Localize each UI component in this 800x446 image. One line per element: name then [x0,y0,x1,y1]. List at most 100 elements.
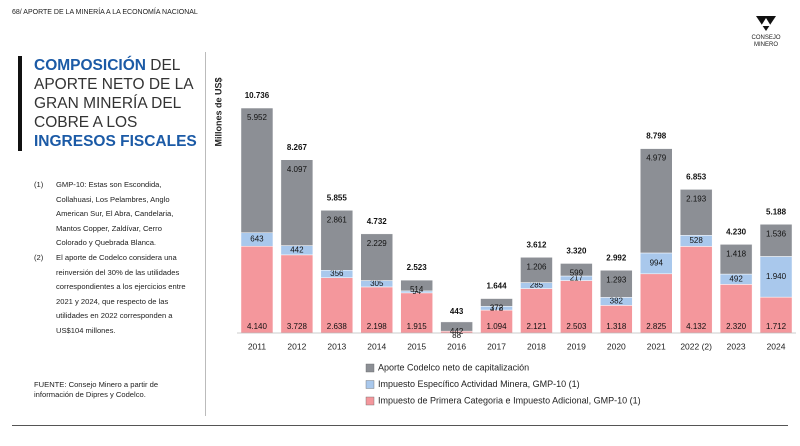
legend-swatch [365,396,375,406]
bar-label: 2.825 [646,322,667,331]
bar-label: 994 [650,258,664,267]
bar-label: 1.418 [726,249,747,258]
x-tick-label: 2021 [647,341,666,351]
x-tick-label: 2023 [727,341,746,351]
x-tick-label: 2015 [407,341,426,351]
notes: (1) GMP-10: Estas son Escondida, Collahua… [34,178,194,339]
bar-segment [640,148,673,254]
bar-label: 492 [729,274,743,283]
total-label: 8.267 [287,143,308,152]
total-label: 443 [450,307,464,316]
bar-label: 442 [290,245,304,254]
bar-label: 514 [410,285,424,294]
note: (1) GMP-10: Estas son Escondida, Collahua… [34,178,194,251]
logo-text: MINERO [754,42,778,48]
legend-label: Impuesto de Primera Categoria e Impuesto… [378,395,641,405]
total-label: 8.798 [646,132,667,141]
bar-label: 528 [689,236,703,245]
x-tick-label: 2017 [487,341,506,351]
logo-icon [756,16,776,31]
logo: CONSEJO MINERO [748,14,784,49]
bar-label: 2.198 [367,322,388,331]
bar-label: 1.940 [766,272,787,281]
total-label: 1.644 [487,282,508,291]
bar-segment [520,257,553,283]
total-label: 5.188 [766,207,787,216]
bar-label: 2.503 [566,322,587,331]
total-label: 3.612 [526,240,547,249]
bar-label: 3.728 [287,322,308,331]
bar-segment [360,233,393,281]
source: FUENTE: Consejo Minero a partir de infor… [34,380,159,399]
bar-label: 305 [370,279,384,288]
bar-label: 372 [490,304,504,313]
title-part: COMPOSICIÓN [34,57,146,74]
x-tick-label: 2016 [447,341,466,351]
bar-label: 4.097 [287,165,308,174]
bar-segment [719,244,753,275]
title-part: DEL APORTE NETO DE LA GRAN MINERÍA DEL C… [34,57,193,131]
x-tick-label: 2022 (2) [680,341,712,351]
bar-label: 88 [452,331,461,340]
x-tick-label: 2012 [287,341,306,351]
bar-label: 5.952 [247,113,268,122]
bar-label: 1.536 [766,229,787,238]
bar-label: 356 [330,269,344,278]
x-tick-label: 2014 [367,341,386,351]
total-label: 2.992 [606,253,627,262]
total-label: 5.855 [327,193,348,202]
total-label: 3.320 [566,247,587,256]
bar-label: 1.293 [606,275,627,284]
bar-segment [759,296,793,334]
legend-swatch [365,380,375,389]
bar-label: 1.206 [526,262,547,271]
bar-label: 2.121 [526,322,547,331]
total-label: 10.736 [245,91,270,100]
bar-segment [600,270,633,298]
bar-label: 1.094 [487,322,508,331]
legend-label: Aporte Codelco neto de capitalización [378,362,529,372]
bar-label: 1.915 [407,322,428,331]
note-text: GMP-10: Estas son Escondida, Collahuasi,… [56,180,174,248]
x-tick-label: 2013 [327,341,346,351]
total-label: 2.523 [407,263,428,272]
note: (2) El aporte de Codelco considera una re… [34,251,194,339]
bar-label: 599 [570,269,584,278]
bar-label: 2.229 [367,239,388,248]
bar-label: 1.318 [606,322,627,331]
bar-segment [280,159,314,246]
page-header: 68/ APORTE DE LA MINERÍA A LA ECONOMÍA N… [12,9,198,16]
x-tick-label: 2024 [767,341,786,351]
bar-label: 382 [610,296,624,305]
bar-label: 94 [412,287,421,296]
bar-segment [240,107,274,234]
bar-segment [679,189,713,236]
bar-segment [520,288,553,334]
bar-label: 2.193 [686,194,707,203]
logo-text: CONSEJO [751,35,781,41]
bar-segment [320,210,354,271]
note-marker: (1) [34,180,44,189]
bar-label: 2.320 [726,322,747,331]
bar-segment [560,280,593,334]
bar-segment [679,246,713,334]
bar-label: 178 [490,303,504,312]
bar-label: 4.140 [247,322,268,331]
divider [12,425,788,426]
total-label: 6.853 [686,172,707,181]
section-title: COMPOSICIÓN DEL APORTE NETO DE LA GRAN M… [18,56,209,151]
bar-segment [480,298,513,307]
legend-swatch [365,363,375,373]
bar-segment [440,321,473,332]
bar-segment [400,279,433,292]
total-label: 4.230 [726,227,747,236]
bar-segment [240,245,274,334]
x-tick-label: 2020 [607,341,626,351]
bar-label: 285 [530,281,544,290]
bar-label: 1.712 [766,322,787,331]
bar-label: 643 [250,235,264,244]
bar-label: 2.638 [327,322,348,331]
note-text: El aporte de Codelco considera una reinv… [56,252,186,335]
